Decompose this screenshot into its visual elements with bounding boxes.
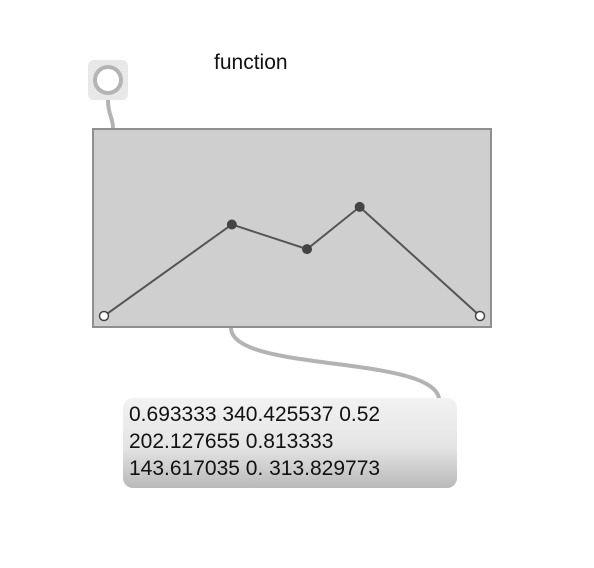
- function-endpoint[interactable]: [474, 310, 486, 322]
- function-graph[interactable]: [94, 130, 490, 326]
- bang-button[interactable]: [88, 60, 128, 100]
- function-point[interactable]: [302, 244, 313, 255]
- comment-label: function: [214, 51, 288, 74]
- patch-cord-function-to-message[interactable]: [229, 326, 441, 400]
- bang-ring-icon: [93, 65, 123, 95]
- message-line: 202.127655 0.813333: [129, 430, 334, 453]
- message-line: 143.617035 0. 313.829773: [129, 457, 381, 480]
- function-point[interactable]: [354, 201, 365, 212]
- function-editor[interactable]: [92, 128, 492, 328]
- message-line: 0.693333 340.425537 0.52: [129, 403, 381, 426]
- function-endpoint[interactable]: [98, 310, 110, 322]
- patch-cord-button-to-function[interactable]: [106, 98, 115, 130]
- function-point[interactable]: [226, 219, 237, 230]
- message-box[interactable]: 0.693333 340.425537 0.52 202.127655 0.81…: [123, 398, 457, 488]
- function-line: [103, 205, 481, 317]
